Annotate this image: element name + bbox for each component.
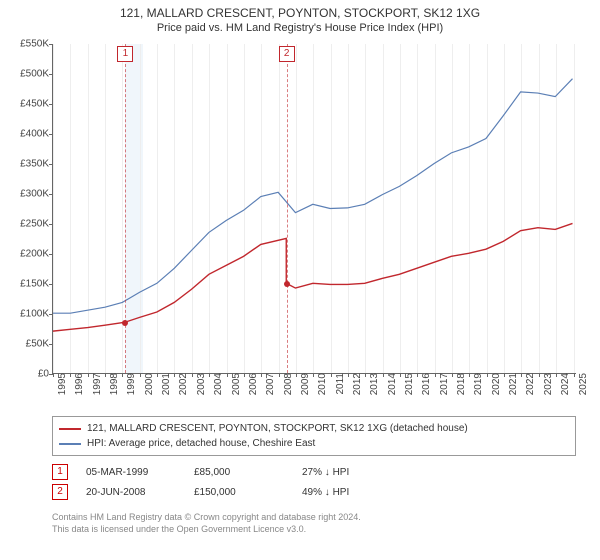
- legend-swatch: [59, 428, 81, 430]
- x-tick-label: 2000: [140, 373, 155, 395]
- chart-subtitle: Price paid vs. HM Land Registry's House …: [0, 20, 600, 34]
- x-tick-label: 2004: [209, 373, 224, 395]
- x-tick-label: 2021: [504, 373, 519, 395]
- x-tick-label: 2009: [296, 373, 311, 395]
- x-tick-label: 2020: [487, 373, 502, 395]
- x-tick-label: 2002: [174, 373, 189, 395]
- x-tick-label: 2017: [435, 373, 450, 395]
- transaction-marker: 1: [52, 464, 68, 480]
- x-tick-label: 2007: [261, 373, 276, 395]
- x-tick-label: 1999: [122, 373, 137, 395]
- x-tick-label: 1997: [88, 373, 103, 395]
- x-tick-label: 2014: [383, 373, 398, 395]
- marker-number-box: 2: [279, 46, 295, 62]
- x-tick-label: 2008: [279, 373, 294, 395]
- transaction-date: 05-MAR-1999: [86, 467, 176, 478]
- marker-vline: [287, 44, 288, 373]
- x-tick-label: 2006: [244, 373, 259, 395]
- footer-attribution: Contains HM Land Registry data © Crown c…: [52, 512, 361, 535]
- marker-dot: [122, 320, 128, 326]
- transaction-price: £150,000: [194, 487, 284, 498]
- legend-item: 121, MALLARD CRESCENT, POYNTON, STOCKPOR…: [59, 421, 569, 436]
- transaction-row: 1 05-MAR-1999 £85,000 27% ↓ HPI: [52, 462, 392, 482]
- transaction-date: 20-JUN-2008: [86, 487, 176, 498]
- x-tick-label: 2003: [192, 373, 207, 395]
- x-tick-label: 2013: [365, 373, 380, 395]
- legend-box: 121, MALLARD CRESCENT, POYNTON, STOCKPOR…: [52, 416, 576, 456]
- chart-lines: [53, 44, 576, 373]
- x-tick-label: 2010: [313, 373, 328, 395]
- marker-number-box: 1: [117, 46, 133, 62]
- property-line: [53, 223, 573, 331]
- x-tick-label: 2005: [227, 373, 242, 395]
- x-tick-label: 2016: [417, 373, 432, 395]
- transaction-price: £85,000: [194, 467, 284, 478]
- x-tick-label: 2023: [539, 373, 554, 395]
- legend-swatch: [59, 443, 81, 445]
- transaction-marker: 2: [52, 484, 68, 500]
- transactions-table: 1 05-MAR-1999 £85,000 27% ↓ HPI 2 20-JUN-2008…: [52, 462, 392, 502]
- x-tick-label: 2011: [331, 373, 346, 395]
- chart-title: 121, MALLARD CRESCENT, POYNTON, STOCKPOR…: [0, 0, 600, 20]
- x-tick-label: 2019: [469, 373, 484, 395]
- x-tick-label: 2012: [348, 373, 363, 395]
- legend-item: HPI: Average price, detached house, Ches…: [59, 436, 569, 451]
- chart-container: 121, MALLARD CRESCENT, POYNTON, STOCKPOR…: [0, 0, 600, 560]
- hpi-line: [53, 79, 573, 313]
- x-tick-label: 2015: [400, 373, 415, 395]
- x-tick-label: 1998: [105, 373, 120, 395]
- transaction-delta: 49% ↓ HPI: [302, 487, 392, 498]
- transaction-row: 2 20-JUN-2008 £150,000 49% ↓ HPI: [52, 482, 392, 502]
- footer-line2: This data is licensed under the Open Gov…: [52, 524, 361, 536]
- x-tick-label: 1996: [70, 373, 85, 395]
- transaction-delta: 27% ↓ HPI: [302, 467, 392, 478]
- marker-dot: [284, 281, 290, 287]
- x-tick-label: 2018: [452, 373, 467, 395]
- legend-label: HPI: Average price, detached house, Ches…: [87, 436, 315, 451]
- x-tick-label: 2025: [574, 373, 589, 395]
- x-tick-label: 2024: [556, 373, 571, 395]
- x-tick-label: 2022: [521, 373, 536, 395]
- footer-line1: Contains HM Land Registry data © Crown c…: [52, 512, 361, 524]
- plot-area: £0£50K£100K£150K£200K£250K£300K£350K£400…: [52, 44, 576, 374]
- x-tick-label: 2001: [157, 373, 172, 395]
- x-tick-label: 1995: [53, 373, 68, 395]
- legend-label: 121, MALLARD CRESCENT, POYNTON, STOCKPOR…: [87, 421, 468, 436]
